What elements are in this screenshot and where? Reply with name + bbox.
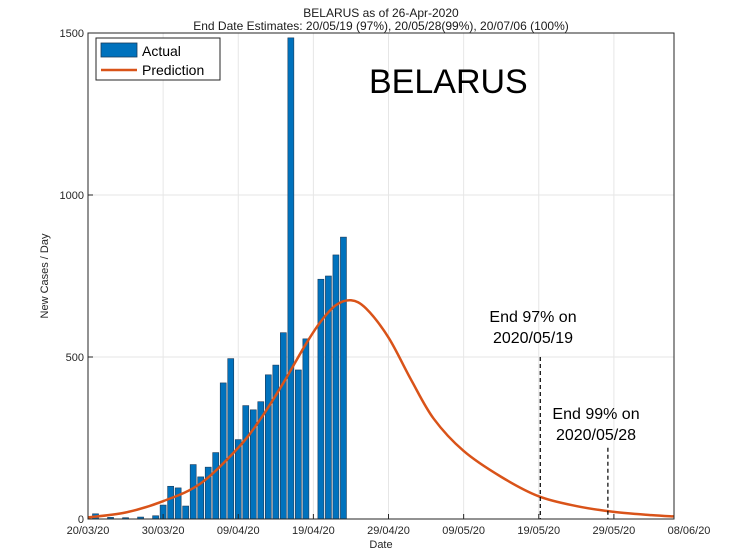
x-tick-label: 09/05/20	[442, 525, 485, 537]
y-tick-label: 1000	[60, 190, 84, 202]
x-tick-label: 29/05/20	[592, 525, 635, 537]
actual-bar	[174, 487, 182, 520]
actual-bar	[227, 358, 235, 520]
actual-bar	[295, 369, 302, 520]
x-tick-label: 09/04/20	[217, 525, 260, 537]
plot-border	[87, 32, 675, 520]
actual-bar	[287, 37, 295, 520]
actual-bar	[332, 254, 340, 520]
legend-label-prediction: Prediction	[142, 62, 204, 78]
actual-bar	[219, 382, 227, 520]
country-label: BELARUS	[369, 63, 528, 101]
x-tick-label: 19/04/20	[292, 525, 335, 537]
actual-bar	[272, 364, 280, 520]
y-tick-label: 0	[78, 514, 84, 526]
actual-bar	[189, 464, 197, 520]
chart-subtitle: End Date Estimates: 20/05/19 (97%), 20/0…	[193, 19, 569, 33]
actual-bar	[167, 485, 174, 520]
actual-bar	[340, 236, 347, 520]
x-tick-label: 19/05/20	[517, 525, 560, 537]
annotation-97-line2: 2020/05/19	[493, 330, 573, 347]
annotation-97-line1: End 97% on	[489, 309, 576, 326]
actual-bar	[317, 278, 325, 520]
actual-bar	[265, 374, 272, 520]
x-tick-label: 30/03/20	[142, 525, 185, 537]
x-axis-ticks: 20/03/20 30/03/20 09/04/20 19/04/20 29/04/20…	[67, 514, 711, 537]
actual-bar	[302, 338, 310, 520]
annotation-lines	[539, 357, 609, 519]
y-tick-label: 500	[66, 352, 84, 364]
x-tick-label: 20/03/20	[67, 525, 110, 537]
x-axis-label: Date	[369, 539, 392, 550]
prediction-line	[87, 298, 675, 519]
y-axis-label: New Cases / Day	[39, 233, 51, 318]
annotation-99-line2: 2020/05/28	[556, 427, 636, 444]
x-tick-label: 08/06/20	[668, 525, 711, 537]
y-tick-label: 1500	[60, 28, 84, 40]
chart-title: BELARUS as of 26-Apr-2020	[303, 6, 459, 20]
plot-area	[88, 33, 674, 519]
annotation-99-line1: End 99% on	[552, 406, 639, 423]
x-tick-label: 29/04/20	[367, 525, 410, 537]
legend-swatch-actual	[100, 42, 138, 58]
actual-bar	[242, 405, 250, 520]
y-axis-ticks: 0 500 1000 1500	[60, 28, 93, 526]
actual-bar	[212, 452, 220, 520]
actual-bar	[182, 505, 189, 520]
actual-bar	[280, 332, 287, 520]
legend: Actual Prediction	[95, 37, 221, 81]
legend-label-actual: Actual	[142, 43, 181, 59]
